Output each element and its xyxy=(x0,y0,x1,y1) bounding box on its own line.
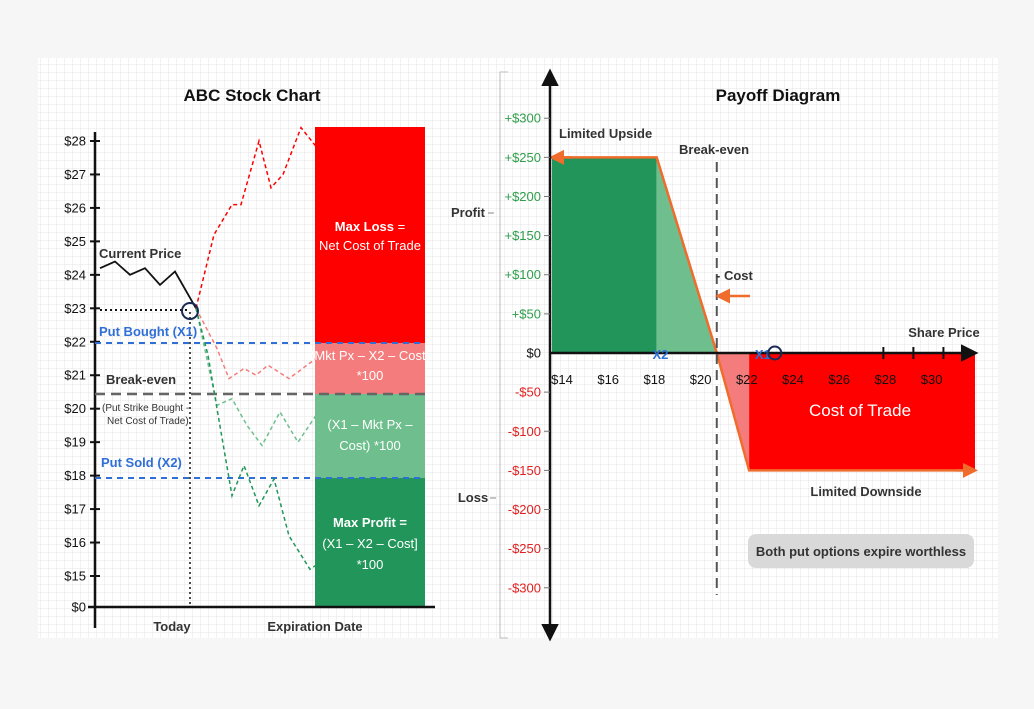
x2-marker-label: X2 xyxy=(652,347,668,362)
zone-max-loss-line2: Net Cost of Trade xyxy=(319,238,421,253)
break-even-label-right: Break-even xyxy=(679,142,749,157)
share-price-label: Share Price xyxy=(908,325,980,340)
payoff-profit-tick-label: +$150 xyxy=(504,228,541,243)
payoff-loss-tick-label: -$250 xyxy=(508,541,541,556)
payoff-x-tick-label: $14 xyxy=(551,372,573,387)
payoff-title: Payoff Diagram xyxy=(716,86,841,105)
x1-marker-circle xyxy=(767,345,783,361)
payoff-profit-tick-label: +$200 xyxy=(504,189,541,204)
payoff-zero-tick-label: $0 xyxy=(527,346,541,361)
stock-y-tick-label: $26 xyxy=(64,200,86,215)
zone-max-profit xyxy=(315,478,425,606)
limited-downside-label: Limited Downside xyxy=(810,484,921,499)
stock-y-tick-label: $0 xyxy=(72,600,86,615)
zone-loss-range-line1: (Mkt Px – X2 – Cost) xyxy=(310,348,430,363)
note-box xyxy=(748,534,974,568)
payoff-profit-tick-label: +$50 xyxy=(512,306,541,321)
payoff-x-tick-label: $28 xyxy=(875,372,897,387)
payoff-loss-tick-label: -$300 xyxy=(508,580,541,595)
zone-max-loss-title: Max Loss xyxy=(335,219,394,234)
payoff-loss-tick-label: -$100 xyxy=(508,424,541,439)
zone-max-profit-line2: (X1 – X2 – Cost] xyxy=(322,536,417,551)
current-price-series xyxy=(99,260,197,309)
current-price-marker xyxy=(181,302,199,320)
break-even-label: Break-even xyxy=(106,372,176,387)
stock-y-tick-label: $22 xyxy=(64,334,86,349)
payoff-profit-tick-label: +$250 xyxy=(504,150,541,165)
payoff-ticks: +$300 +$250 +$200 +$150 +$100 +$50 $0 -$50 -$100… xyxy=(504,111,945,595)
profit-axis-label: Profit xyxy=(451,205,486,220)
scenario-low-series xyxy=(195,308,326,447)
payoff-loss-tick-label: -$200 xyxy=(508,502,541,517)
panel-divider xyxy=(499,71,508,639)
zone-loss-range xyxy=(315,343,425,394)
payoff-x-tick-label: $26 xyxy=(828,372,850,387)
payoff-x-tick-label: $16 xyxy=(597,372,619,387)
cost-of-trade-label: Cost of Trade xyxy=(809,401,911,420)
note-text: Both put options expire worthless xyxy=(756,544,966,559)
stock-y-tick-label: $23 xyxy=(64,301,86,316)
zone-max-loss xyxy=(315,127,425,343)
stock-y-tick-label: $20 xyxy=(64,401,86,416)
zone-profit-range-line1: (X1 – Mkt Px – xyxy=(327,417,413,432)
zone-loss-range-line2: *100 xyxy=(357,368,384,383)
stock-y-tick-label: $17 xyxy=(64,502,86,517)
payoff-x-tick-label: $30 xyxy=(921,372,943,387)
stock-chart: ABC Stock Chart $0$15$16$17$18$19$20$21$… xyxy=(64,86,435,634)
stock-y-tick-label: $24 xyxy=(64,267,86,282)
loss-area-max xyxy=(749,353,975,471)
zone-max-profit-line1: Max Profit = xyxy=(333,515,407,530)
x1-marker-label: X1 xyxy=(755,347,771,362)
stock-y-tick-label: $18 xyxy=(64,468,86,483)
stock-y-tick-label: $25 xyxy=(64,234,86,249)
zone-max-loss-line1: Max Loss = xyxy=(335,219,405,234)
payoff-loss-tick-label: -$150 xyxy=(508,463,541,478)
payoff-profit-tick-label: +$100 xyxy=(504,267,541,282)
limited-upside-label: Limited Upside xyxy=(559,126,652,141)
stock-y-tick-label: $28 xyxy=(64,134,86,149)
payoff-diagram: Payoff Diagram +$300 +$250 +$200 +$150 +$100… xyxy=(451,68,980,642)
stock-y-ticks: $0 $15 $16 $17 $18 $19 $20 $21 $22 $23 $24 $25 $26 $2… xyxy=(64,134,100,615)
profit-area-max xyxy=(552,157,657,353)
payoff-x-tick-label: $22 xyxy=(736,372,758,387)
minus-cost-label: - Cost xyxy=(716,268,754,283)
payoff-x-tick-label: $24 xyxy=(782,372,804,387)
zone-max-profit-line3: *100 xyxy=(357,557,384,572)
stock-y-tick-label: $15 xyxy=(64,569,86,584)
stock-y-tick-label: $27 xyxy=(64,167,86,182)
scenario-mid-series xyxy=(195,307,326,380)
x-label-today: Today xyxy=(153,619,191,634)
zone-profit-range xyxy=(315,394,425,478)
payoff-profit-tick-label: +$300 xyxy=(504,111,541,126)
payoff-loss-tick-label: -$50 xyxy=(515,385,541,400)
payoff-x-tick-label: $18 xyxy=(644,372,666,387)
zone-profit-range-line2: Cost) *100 xyxy=(339,438,400,453)
put-bought-label: Put Bought (X1) xyxy=(99,324,197,339)
x-label-expiration: Expiration Date xyxy=(267,619,362,634)
break-even-note-line1: (Put Strike Bought - xyxy=(102,403,189,414)
scenario-up-series xyxy=(195,126,326,309)
stock-y-tick-label: $16 xyxy=(64,535,86,550)
put-sold-label: Put Sold (X2) xyxy=(101,455,182,470)
stock-chart-title: ABC Stock Chart xyxy=(184,86,321,105)
zone-max-loss-equals: = xyxy=(394,219,405,234)
current-price-label: Current Price xyxy=(99,246,181,261)
payoff-x-tick-label: $20 xyxy=(690,372,712,387)
stock-y-tick-label: $19 xyxy=(64,435,86,450)
break-even-note-line2: Net Cost of Trade) xyxy=(107,416,189,427)
stock-y-tick-label: $21 xyxy=(64,368,86,383)
loss-axis-label: Loss xyxy=(458,490,488,505)
